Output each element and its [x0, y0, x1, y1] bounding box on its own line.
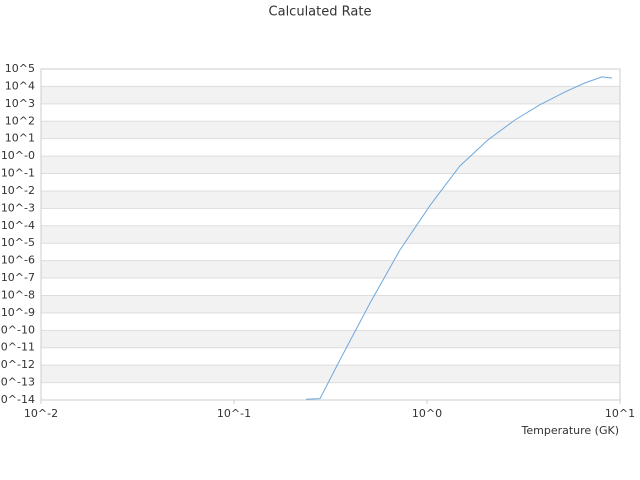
- y-tick-label: 10^2: [5, 114, 35, 127]
- grid-band: [41, 330, 620, 348]
- y-tick-label: 10^-1: [1, 167, 35, 180]
- y-tick-label: 10^1: [5, 132, 35, 145]
- x-tick-label: 10^0: [412, 407, 442, 420]
- grid-band: [41, 86, 620, 104]
- grid-band: [41, 295, 620, 313]
- grid-band: [41, 260, 620, 279]
- y-tick-label: 10^-14: [0, 393, 35, 406]
- grid-band: [41, 190, 620, 209]
- y-tick-label: 10^5: [5, 62, 35, 75]
- x-tick-label: 10^-1: [217, 407, 251, 420]
- y-tick-label: 10^-3: [1, 201, 35, 214]
- x-axis-label: Temperature (GK): [521, 424, 620, 437]
- chart-title: Calculated Rate: [269, 5, 372, 20]
- y-tick-label: 10^-12: [0, 358, 35, 371]
- grid-band: [41, 156, 620, 174]
- plot-border: [40, 68, 621, 401]
- grid-band: [41, 225, 620, 244]
- x-tick-label: 10^-2: [24, 407, 58, 420]
- grid-band: [41, 121, 620, 139]
- y-tick-label: 10^-4: [1, 219, 35, 232]
- y-tick-label: 10^-2: [1, 184, 35, 197]
- y-tick-label: 10^-5: [1, 236, 35, 249]
- y-tick-label: 10^-13: [0, 376, 35, 389]
- y-tick-label: 10^-0: [1, 149, 35, 162]
- y-tick-label: 10^-9: [1, 306, 35, 319]
- y-tick-label: 10^3: [5, 97, 35, 110]
- x-tick-label: 10^1: [605, 407, 635, 420]
- data-line: [305, 76, 613, 400]
- y-tick-label: 10^-7: [1, 271, 35, 284]
- y-tick-label: 10^-11: [0, 341, 35, 354]
- y-tick-label: 10^-10: [0, 323, 35, 336]
- y-tick-label: 10^-8: [1, 288, 35, 301]
- y-tick-label: 10^-6: [1, 254, 35, 267]
- grid-band: [41, 365, 620, 383]
- y-tick-label: 10^4: [5, 79, 35, 92]
